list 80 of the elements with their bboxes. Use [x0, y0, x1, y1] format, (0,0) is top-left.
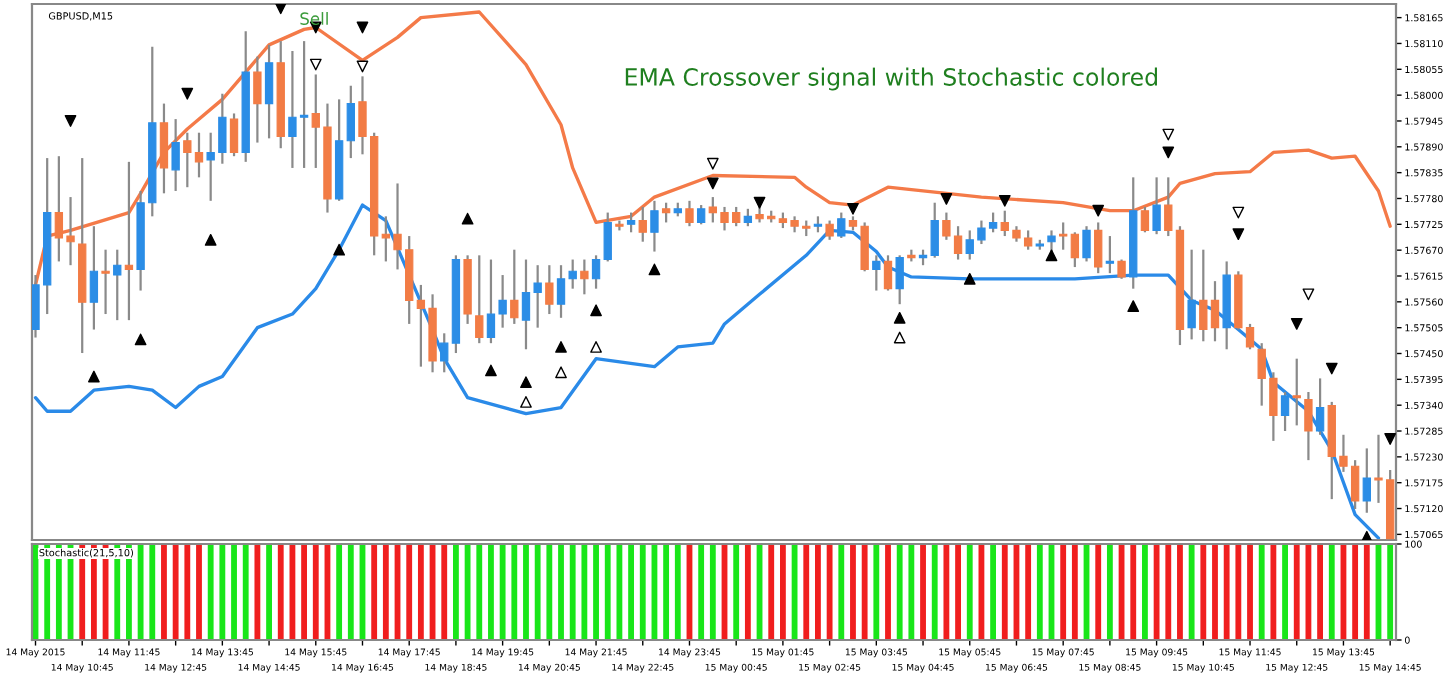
point — [706, 177, 719, 190]
candlestick — [1187, 248, 1196, 341]
point — [356, 21, 369, 34]
point — [963, 272, 976, 285]
candlestick — [229, 112, 239, 158]
point — [753, 196, 766, 209]
point — [309, 58, 322, 71]
point — [1092, 204, 1105, 217]
candlestick — [696, 203, 706, 226]
candlestick — [1082, 225, 1091, 263]
point — [204, 233, 217, 246]
candlestick — [159, 102, 169, 195]
candlestick — [545, 264, 554, 316]
candlestick — [1315, 377, 1325, 436]
point — [333, 243, 346, 256]
candlestick — [580, 258, 589, 296]
candlestick — [650, 199, 659, 253]
candlestick — [89, 225, 99, 331]
point — [940, 193, 953, 205]
point — [893, 331, 906, 344]
candlestick — [101, 248, 110, 316]
point — [520, 376, 532, 389]
point — [1232, 228, 1245, 241]
candlestick — [837, 211, 846, 240]
candlestick — [1152, 176, 1161, 236]
candlestick — [626, 211, 636, 234]
point — [590, 341, 602, 353]
point — [134, 333, 147, 346]
candlestick — [113, 248, 122, 322]
candlestick — [685, 199, 694, 228]
candlestick — [264, 43, 274, 140]
point — [485, 364, 497, 377]
candlestick — [1292, 357, 1301, 427]
candlestick — [1280, 390, 1290, 433]
candlestick — [638, 205, 647, 243]
point — [555, 366, 567, 379]
point — [648, 263, 661, 276]
candlestick — [475, 254, 484, 345]
text: EMA Crossover signal with Stochastic colored — [625, 67, 1157, 91]
point — [1232, 206, 1245, 219]
point — [893, 311, 906, 324]
point — [356, 60, 369, 73]
point — [1162, 146, 1175, 159]
point — [1045, 249, 1058, 262]
candlestick — [1304, 390, 1313, 462]
candlestick — [895, 254, 904, 306]
candlestick — [171, 117, 180, 193]
candlestick — [872, 254, 881, 292]
point — [88, 370, 100, 383]
candlestick — [1117, 258, 1126, 280]
candlestick — [883, 254, 893, 292]
candlestick — [346, 84, 355, 160]
point — [64, 115, 77, 127]
line-series — [33, 203, 1381, 540]
candlestick — [825, 219, 834, 241]
candlestick — [253, 55, 262, 144]
candlestick — [1070, 231, 1080, 269]
point — [706, 157, 719, 170]
point — [520, 395, 532, 408]
point — [1127, 300, 1140, 312]
point — [1302, 288, 1315, 301]
candlestick — [1094, 221, 1103, 275]
point — [998, 194, 1011, 207]
candlestick — [1362, 447, 1371, 514]
point — [274, 4, 287, 15]
point — [590, 304, 602, 317]
candlestick — [1140, 205, 1150, 234]
point — [461, 212, 474, 225]
point — [847, 202, 859, 215]
point — [1325, 362, 1338, 375]
candlestick — [1058, 221, 1068, 251]
candlestick — [1105, 234, 1115, 275]
point — [555, 341, 567, 353]
candlestick — [510, 248, 519, 326]
point — [181, 87, 194, 100]
point — [1384, 433, 1396, 445]
annotation: Sell — [300, 12, 328, 25]
point — [1162, 128, 1175, 141]
candlestick — [661, 201, 671, 224]
point — [1290, 318, 1303, 330]
